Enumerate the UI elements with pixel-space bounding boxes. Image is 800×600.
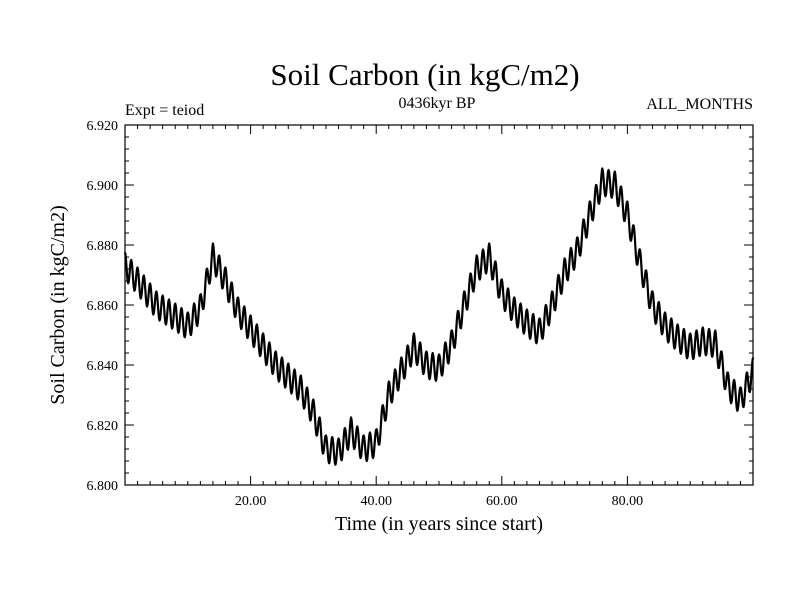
y-axis-ticks: 6.800 6.820 6.840 6.860 6.880 6.900 6.920 [87, 119, 753, 494]
soil-carbon-series-line [123, 167, 755, 466]
y-tick-label: 6.900 [87, 179, 119, 194]
period-label: 0436kyr BP [399, 95, 476, 112]
x-tick-label: 40.00 [360, 494, 392, 509]
chart-title: Soil Carbon (in kgC/m2) [270, 57, 579, 92]
x-axis-ticks: 20.00 40.00 60.00 80.00 [137, 125, 741, 509]
y-tick-label: 6.800 [87, 479, 119, 494]
x-axis-label: Time (in years since start) [335, 513, 543, 535]
x-tick-label: 80.00 [612, 494, 644, 509]
y-tick-label: 6.880 [87, 239, 119, 254]
y-tick-label: 6.840 [87, 359, 119, 374]
x-tick-label: 60.00 [486, 494, 518, 509]
y-tick-label: 6.860 [87, 299, 119, 314]
y-tick-label: 6.920 [87, 119, 119, 134]
experiment-label: Expt = teiod [125, 102, 204, 119]
x-tick-label: 20.00 [235, 494, 267, 509]
y-tick-label: 6.820 [87, 419, 119, 434]
months-label: ALL_MONTHS [646, 96, 753, 113]
y-axis-label: Soil Carbon (in kgC/m2) [47, 205, 69, 404]
